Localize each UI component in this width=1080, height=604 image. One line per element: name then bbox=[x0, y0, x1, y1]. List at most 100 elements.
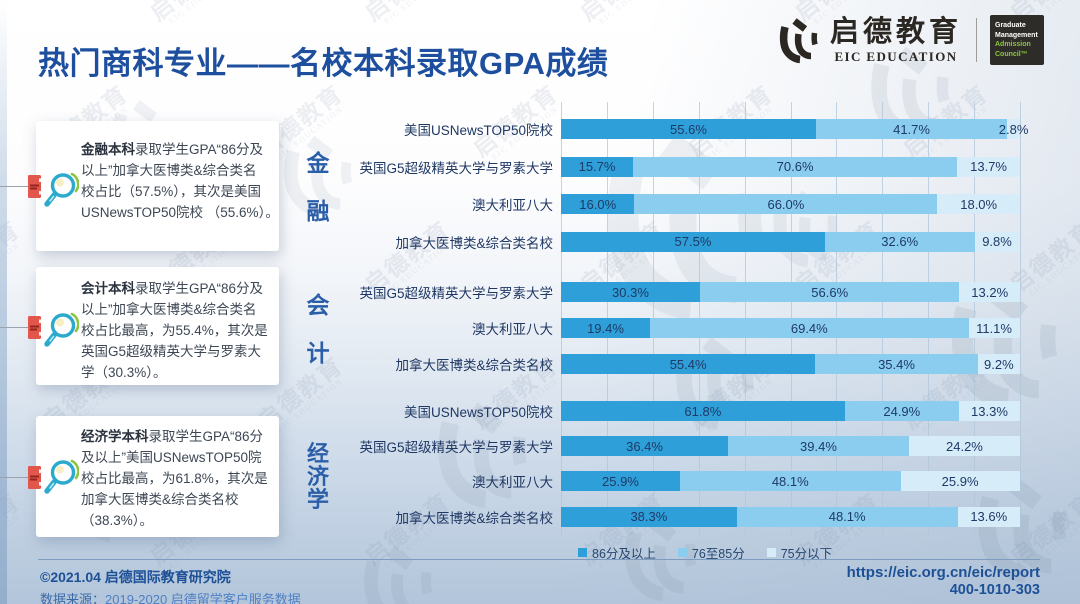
bar-value-label: 35.4% bbox=[878, 356, 915, 372]
contact-block: https://eic.org.cn/eic/report 400-1010-3… bbox=[847, 564, 1040, 599]
bar-value-label: 48.1% bbox=[771, 473, 809, 489]
data-source-value: 2019-2020 启德留学客户服务数据 bbox=[105, 592, 301, 604]
bar-value-label: 61.8% bbox=[684, 403, 722, 419]
bar-value-label: 13.7% bbox=[970, 159, 1007, 174]
chart-bar-segment: 56.6% bbox=[699, 282, 960, 302]
card-connector-line bbox=[0, 186, 29, 187]
chart-bar-segment: 36.4% bbox=[561, 436, 729, 456]
chart-bar-segment: 39.4% bbox=[728, 436, 909, 456]
chart-row-label: 美国USNewsTOP50院校 bbox=[403, 405, 553, 420]
chart-bar-segment: 48.1% bbox=[679, 471, 901, 491]
chart-bar: 61.8% 24.9% 13.3% bbox=[561, 401, 1020, 421]
bar-value-label: 32.6% bbox=[881, 234, 919, 249]
chart-bar-segment: 32.6% bbox=[824, 231, 975, 252]
chart-bar-segment: 38.3% bbox=[561, 506, 737, 527]
chart-bar: 25.9% 48.1% 25.9% bbox=[561, 471, 1020, 491]
chart-bar-segment: 15.7% bbox=[561, 156, 634, 177]
chart-bar: 19.4% 69.4% 11.1% bbox=[561, 318, 1020, 338]
chart-row-label: 加拿大医博类&综合类名校 bbox=[395, 358, 553, 373]
legend-label: 75分以下 bbox=[780, 547, 833, 561]
page-title: 热门商科专业——名校本科录取GPA成绩 bbox=[38, 46, 609, 81]
copyright-text: ©2021.04 启德国际教育研究院 bbox=[40, 569, 231, 585]
legend-swatch bbox=[578, 548, 587, 557]
legend-swatch bbox=[677, 548, 687, 557]
gmac-badge-line: Management bbox=[995, 31, 1038, 39]
chart-row-label: 澳大利亚八大 bbox=[472, 322, 553, 337]
chart-bar-segment: 9.2% bbox=[977, 354, 1020, 374]
red-tag-icon bbox=[28, 175, 41, 198]
bar-value-label: 25.9% bbox=[602, 473, 639, 489]
card-connector-line bbox=[0, 477, 29, 478]
chart-bar-segment: 11.1% bbox=[968, 318, 1020, 338]
chart-bar-segment: 24.9% bbox=[844, 401, 959, 421]
brand-block: 启德教育 EIC EDUCATION Graduate Management Adm… bbox=[772, 14, 1044, 66]
chart-row-label: 加拿大医博类&综合类名校 bbox=[395, 510, 553, 526]
bar-value-label: 41.7% bbox=[893, 121, 930, 137]
chart-row-label: 澳大利亚八大 bbox=[472, 198, 553, 213]
chart-bar-segment: 19.4% bbox=[561, 318, 651, 338]
chart-bar-segment: 9.8% bbox=[974, 231, 1020, 252]
bar-value-label: 16.0% bbox=[579, 196, 617, 212]
bar-value-label: 13.3% bbox=[971, 403, 1008, 419]
chart-row-label: 英国G5超级精英大学与罗素大学 bbox=[359, 440, 553, 455]
chart-category-label: 金 融 bbox=[306, 150, 330, 224]
red-tag-icon bbox=[28, 316, 41, 339]
chart-bar-segment: 66.0% bbox=[634, 194, 938, 214]
data-source-label: 数据来源： bbox=[40, 592, 106, 604]
chart-bar: 16.0% 66.0% 18.0% bbox=[561, 194, 1020, 214]
bar-value-label: 36.4% bbox=[626, 438, 663, 454]
chart-bar-segment: 61.8% bbox=[561, 401, 845, 421]
legend-label: 76至85分 bbox=[691, 547, 745, 561]
magnifier-icon bbox=[43, 457, 79, 497]
chart-category-label: 经 济 学 bbox=[306, 440, 329, 512]
insight-card: 金融本科录取学生GPA“86分及 以上”加拿大医博类&综合类名 校占比（57.5… bbox=[36, 121, 279, 251]
chart-row-label: 澳大利亚八大 bbox=[472, 475, 553, 490]
legend-swatch bbox=[766, 548, 776, 557]
chart-bar-segment: 48.1% bbox=[736, 506, 958, 527]
chart-row-label: 加拿大医博类&综合类名校 bbox=[395, 235, 553, 251]
bar-value-label: 55.6% bbox=[670, 121, 707, 137]
chart-row-label: 英国G5超级精英大学与罗素大学 bbox=[359, 286, 553, 301]
chart-bar-segment: 35.4% bbox=[815, 354, 978, 374]
chart-bar: 57.5% 32.6% 9.8% bbox=[561, 231, 1020, 252]
eic-logo-icon bbox=[772, 14, 822, 66]
chart-bar: 55.4% 35.4% 9.2% bbox=[561, 354, 1020, 374]
bar-value-label: 48.1% bbox=[828, 509, 866, 524]
chart-bar-segment: 69.4% bbox=[650, 318, 969, 338]
bar-value-label: 9.2% bbox=[984, 356, 1014, 372]
bar-value-label: 70.6% bbox=[776, 159, 814, 174]
chart-bar: 55.6% 41.7% 2.8% bbox=[561, 119, 1028, 139]
bar-value-label: 24.2% bbox=[946, 438, 983, 454]
chart-bar-segment: 41.7% bbox=[815, 119, 1008, 139]
magnifier-icon bbox=[43, 310, 79, 350]
insight-card-lead: 金融本科 bbox=[81, 142, 135, 157]
insight-card-text: 会计本科录取学生GPA“86分及 以上”加拿大医博类&综合类名 校占比最高，为5… bbox=[81, 278, 283, 383]
gmac-badge-line: Council™ bbox=[995, 50, 1028, 58]
gmac-badge: Graduate Management Admission Council™ bbox=[990, 15, 1044, 65]
chart-bar-segment: 16.0% bbox=[561, 194, 635, 214]
brand-name-en: EIC EDUCATION bbox=[834, 48, 958, 64]
chart-row-label: 美国USNewsTOP50院校 bbox=[403, 123, 553, 138]
data-source-text: 数据来源：2019-2020 启德留学客户服务数据 bbox=[40, 589, 301, 604]
chart-bar-segment: 13.2% bbox=[959, 282, 1020, 302]
brand-divider bbox=[976, 18, 977, 62]
chart-bar-segment: 13.6% bbox=[957, 506, 1020, 527]
insight-card-text: 经济学本科录取学生GPA“86分 及以上”美国USNewsTOP50院 校占比最… bbox=[81, 426, 283, 531]
chart-bar-segment: 55.4% bbox=[561, 354, 816, 374]
chart-row-label: 英国G5超级精英大学与罗素大学 bbox=[359, 160, 553, 176]
insight-card-lead: 会计本科 bbox=[81, 281, 135, 296]
chart-bar-segment: 57.5% bbox=[561, 231, 825, 252]
bar-value-label: 69.4% bbox=[790, 320, 828, 336]
chart-bar-segment: 24.2% bbox=[908, 436, 1020, 456]
report-url[interactable]: https://eic.org.cn/eic/report bbox=[846, 564, 1040, 581]
insight-card-body: 录取学生GPA“86分及 以上”加拿大医博类&综合类名 校占比最高，为55.4%… bbox=[81, 281, 268, 380]
magnifier-icon bbox=[43, 170, 79, 210]
bar-value-label: 24.9% bbox=[883, 403, 921, 419]
bar-value-label: 55.4% bbox=[669, 356, 707, 372]
bar-value-label: 30.3% bbox=[612, 284, 649, 300]
chart-bar: 36.4% 39.4% 24.2% bbox=[561, 436, 1020, 456]
phone-number: 400-1010-303 bbox=[949, 582, 1040, 598]
chart-bar-segment: 18.0% bbox=[937, 194, 1020, 214]
chart-bar: 38.3% 48.1% 13.6% bbox=[561, 506, 1020, 527]
